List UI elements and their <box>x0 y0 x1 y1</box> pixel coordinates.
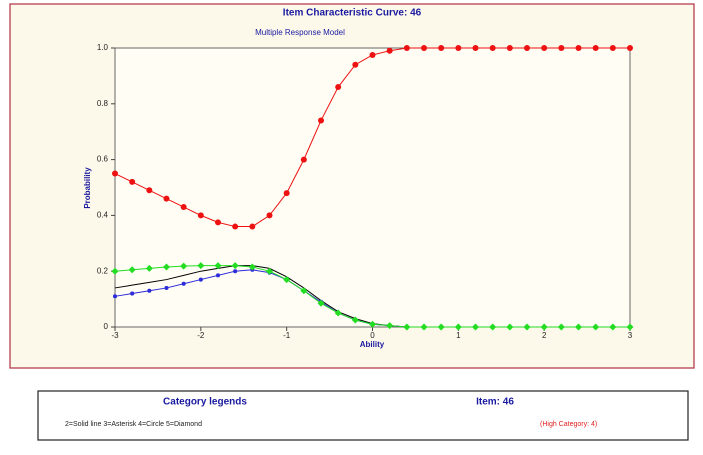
x-tick-label: 1 <box>456 331 461 340</box>
marker <box>266 212 273 219</box>
y-tick-label: 0.6 <box>97 155 109 164</box>
marker <box>369 320 376 328</box>
y-tick-label: 0.2 <box>97 266 109 275</box>
marker <box>145 264 153 272</box>
marker <box>112 170 118 177</box>
marker <box>233 269 238 274</box>
marker <box>283 190 290 197</box>
y-tick-label: 0.8 <box>97 99 109 108</box>
marker <box>472 323 479 331</box>
marker <box>541 45 548 51</box>
marker <box>232 223 239 230</box>
marker <box>163 263 170 271</box>
marker <box>147 288 152 293</box>
marker <box>386 322 394 330</box>
plot-area <box>114 47 631 328</box>
chart-subtitle: Multiple Response Model <box>255 28 345 37</box>
marker <box>352 61 359 68</box>
legend-description: 2=Solid line 3=Asterisk 4=Circle 5=Diamo… <box>65 421 202 428</box>
marker <box>129 178 136 185</box>
marker <box>626 323 634 331</box>
marker <box>197 262 205 270</box>
marker <box>386 47 393 54</box>
y-tick-label: 0.4 <box>97 211 109 220</box>
marker <box>438 45 445 51</box>
marker <box>524 45 530 51</box>
marker <box>283 276 291 284</box>
marker <box>489 323 497 331</box>
marker <box>351 316 359 324</box>
y-axis-label: Probability <box>83 167 92 209</box>
marker <box>627 45 633 51</box>
y-tick-label: 0 <box>104 322 109 331</box>
y-tick-label: 1.0 <box>97 43 109 52</box>
legend-high-category: (High Category: 4) <box>540 421 597 428</box>
marker <box>266 267 273 275</box>
marker <box>609 323 617 331</box>
marker <box>489 45 496 51</box>
marker <box>198 277 203 282</box>
marker <box>300 287 308 295</box>
marker <box>523 323 531 331</box>
marker <box>231 262 239 270</box>
marker <box>557 323 565 331</box>
marker <box>181 281 186 286</box>
marker <box>130 291 135 296</box>
marker <box>197 212 204 219</box>
x-tick-label: 0 <box>370 331 375 340</box>
marker <box>558 45 565 51</box>
marker <box>575 45 582 51</box>
marker <box>334 309 342 317</box>
marker <box>113 294 117 299</box>
marker <box>506 323 514 331</box>
marker <box>214 262 222 270</box>
marker <box>437 323 445 331</box>
marker <box>318 117 324 124</box>
x-tick-label: 2 <box>542 331 547 340</box>
x-tick-label: -1 <box>283 331 291 340</box>
marker <box>146 187 153 194</box>
marker <box>215 219 221 226</box>
marker <box>403 323 411 331</box>
marker <box>300 156 307 163</box>
marker <box>592 323 600 331</box>
marker <box>128 266 136 274</box>
legend-item: Item: 46 <box>476 397 514 408</box>
marker <box>317 299 325 307</box>
marker <box>540 323 548 331</box>
x-tick-label: -2 <box>197 331 205 340</box>
marker <box>455 45 462 51</box>
chart-title: Item Characteristic Curve: 46 <box>283 8 422 19</box>
marker <box>506 45 513 51</box>
x-axis-label: Ability <box>360 340 385 349</box>
legend-panel <box>37 390 689 441</box>
legend-title: Category legends <box>163 397 247 408</box>
marker <box>249 223 256 230</box>
marker <box>111 267 119 275</box>
marker <box>420 323 428 331</box>
marker <box>454 323 462 331</box>
marker <box>248 263 256 271</box>
marker <box>180 204 187 211</box>
x-tick-label: -3 <box>111 331 119 340</box>
marker <box>180 262 188 270</box>
marker <box>403 45 410 51</box>
marker <box>164 285 169 290</box>
marker <box>575 323 582 331</box>
marker <box>369 51 376 58</box>
marker <box>335 84 342 91</box>
marker <box>216 273 220 278</box>
marker <box>472 45 479 51</box>
marker <box>592 45 599 51</box>
marker <box>609 45 616 51</box>
marker <box>163 195 170 202</box>
marker <box>421 45 427 51</box>
x-tick-label: 3 <box>628 331 633 340</box>
